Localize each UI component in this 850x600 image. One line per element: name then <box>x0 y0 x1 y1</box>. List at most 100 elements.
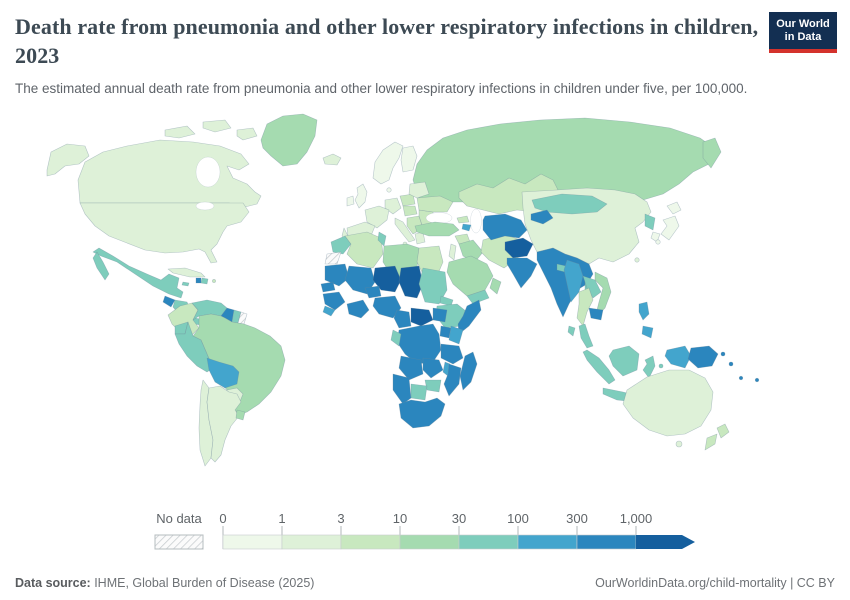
region-arctic-islands[interactable] <box>236 127 258 141</box>
region-madagascar[interactable] <box>459 351 478 391</box>
region-czech-hungary[interactable] <box>402 205 418 217</box>
region-mongolia[interactable] <box>531 193 608 215</box>
region-oman[interactable] <box>489 277 502 295</box>
region-west-papua[interactable] <box>664 345 692 369</box>
region-usa[interactable] <box>79 202 250 264</box>
region-puerto-rico[interactable] <box>212 279 216 283</box>
region-angola[interactable] <box>398 355 424 381</box>
region-haiti[interactable] <box>195 277 202 284</box>
region-levant[interactable] <box>448 243 457 261</box>
region-chile[interactable] <box>198 379 214 467</box>
region-botswana[interactable] <box>410 383 428 401</box>
region-finland[interactable] <box>400 145 418 173</box>
region-central-african-republic[interactable] <box>410 307 434 327</box>
region-somalia[interactable] <box>457 299 482 335</box>
region-ukraine[interactable] <box>416 195 454 213</box>
region-new-britain[interactable] <box>720 351 726 357</box>
legend-color-segment[interactable] <box>517 534 578 550</box>
region-myanmar[interactable] <box>563 259 584 303</box>
region-mauritania[interactable] <box>324 263 350 287</box>
region-morocco[interactable] <box>330 235 352 255</box>
region-kyrgyzstan-tajikistan[interactable] <box>530 209 554 225</box>
region-namibia[interactable] <box>392 373 412 405</box>
region-burkina-faso[interactable] <box>364 285 382 299</box>
legend-color-segment[interactable] <box>340 534 401 550</box>
region-senegal[interactable] <box>320 281 336 293</box>
region-sierra-leone-liberia[interactable] <box>322 305 336 317</box>
region-greenland[interactable] <box>260 113 318 167</box>
footer-attribution[interactable]: OurWorldinData.org/child-mortality | CC … <box>595 576 835 590</box>
region-papua-new-guinea[interactable] <box>687 345 719 369</box>
region-yemen[interactable] <box>466 289 490 305</box>
region-iceland[interactable] <box>322 153 342 166</box>
region-ireland[interactable] <box>346 195 355 207</box>
legend-color-segment[interactable] <box>399 534 460 550</box>
region-japan[interactable] <box>666 201 682 215</box>
region-australia[interactable] <box>622 369 714 437</box>
region-arctic-islands[interactable] <box>164 125 196 139</box>
region-cameroon[interactable] <box>393 309 412 329</box>
region-cote-divoire-ghana[interactable] <box>346 299 370 319</box>
owid-logo[interactable]: Our World in Data <box>769 12 837 54</box>
region-georgia[interactable] <box>456 215 470 224</box>
region-italy[interactable] <box>394 217 416 243</box>
region-sudan[interactable] <box>418 267 448 305</box>
region-norway-sweden[interactable] <box>372 141 404 185</box>
region-uruguay[interactable] <box>235 409 246 421</box>
region-brazil[interactable] <box>192 313 286 416</box>
region-saudi-arabia[interactable] <box>446 255 494 297</box>
region-cambodia[interactable] <box>588 307 604 321</box>
region-azerbaijan[interactable] <box>461 223 472 232</box>
region-fiji[interactable] <box>754 377 760 383</box>
region-belarus-baltics[interactable] <box>408 181 430 199</box>
region-sulawesi[interactable] <box>642 355 656 379</box>
region-turkey[interactable] <box>414 221 460 237</box>
region-philippines[interactable] <box>638 301 650 321</box>
region-nigeria[interactable] <box>372 295 402 319</box>
region-cuba[interactable] <box>167 267 206 278</box>
region-philippines[interactable] <box>641 325 654 339</box>
region-north-korea[interactable] <box>644 213 656 231</box>
region-uganda[interactable] <box>439 325 452 339</box>
region-arctic-islands[interactable] <box>202 119 232 133</box>
region-argentina[interactable] <box>206 385 242 463</box>
region-thailand[interactable] <box>576 287 594 327</box>
region-malaysia[interactable] <box>578 323 594 349</box>
region-mozambique[interactable] <box>443 363 462 397</box>
region-south-sudan[interactable] <box>432 307 448 323</box>
region-gabon-congo[interactable] <box>390 329 402 347</box>
region-canada[interactable] <box>77 139 262 208</box>
region-japan[interactable] <box>655 239 661 245</box>
region-algeria[interactable] <box>344 231 384 269</box>
region-south-africa[interactable] <box>398 397 446 429</box>
region-afghanistan[interactable] <box>504 237 534 259</box>
region-chad[interactable] <box>398 265 424 299</box>
legend-color-segment-arrow[interactable] <box>636 535 695 549</box>
region-taiwan[interactable] <box>634 257 640 263</box>
region-tasmania[interactable] <box>675 440 683 448</box>
region-mali[interactable] <box>344 265 376 295</box>
region-bolivia[interactable] <box>206 357 240 389</box>
region-pakistan[interactable] <box>506 257 538 289</box>
region-borneo[interactable] <box>608 345 640 377</box>
region-denmark[interactable] <box>386 187 392 193</box>
region-zambia[interactable] <box>422 357 444 379</box>
legend-color-segment[interactable] <box>576 534 637 550</box>
region-drc[interactable] <box>396 323 442 365</box>
legend-color-segment[interactable] <box>281 534 342 550</box>
region-tanzania[interactable] <box>440 343 464 365</box>
region-dominican-republic[interactable] <box>200 277 209 285</box>
legend-color-segment[interactable] <box>458 534 519 550</box>
region-maluku[interactable] <box>658 363 664 369</box>
region-uzbekistan-turkmenistan[interactable] <box>482 213 528 241</box>
region-laos[interactable] <box>582 275 602 299</box>
region-zimbabwe[interactable] <box>424 379 442 393</box>
region-western-sahara[interactable] <box>324 251 342 265</box>
region-poland[interactable] <box>399 193 416 207</box>
region-guinea[interactable] <box>322 291 346 311</box>
region-japan[interactable] <box>660 215 680 241</box>
region-france[interactable] <box>364 205 390 229</box>
region-vanuatu[interactable] <box>738 375 744 381</box>
legend-color-segment[interactable] <box>222 534 283 550</box>
region-niger[interactable] <box>372 265 402 293</box>
